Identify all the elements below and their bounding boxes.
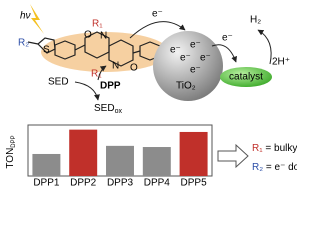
r2-label: R₂ <box>18 38 29 49</box>
r1-top: R₁ <box>92 19 103 30</box>
electron: e⁻ <box>190 65 201 76</box>
tio2-label: TiO₂ <box>176 81 196 92</box>
y-axis-label: TONDPP <box>5 135 17 168</box>
sed-arrow <box>74 81 100 101</box>
electron: e⁻ <box>170 45 181 56</box>
x-tick-label: DPP3 <box>107 178 134 189</box>
x-tick-label: DPP4 <box>144 178 171 189</box>
injection-arrow <box>129 21 186 39</box>
electron: e⁻ <box>190 40 201 51</box>
bar <box>142 147 171 176</box>
o-bottom: O <box>130 63 138 74</box>
light-label: hν <box>20 11 31 22</box>
catalyst <box>220 67 272 87</box>
r1-bottom: R₁ <box>91 69 102 80</box>
electron-arrow <box>97 65 107 81</box>
x-tick-label: DPP5 <box>181 178 208 189</box>
electron-top: e⁻ <box>152 9 163 20</box>
dpp-label: DPP <box>100 81 121 92</box>
x-tick-label: DPP2 <box>70 178 97 189</box>
transfer-arrow <box>211 44 237 63</box>
protons-label: 2H⁺ <box>272 57 290 68</box>
legend-r1: R₁ = bulky <box>252 143 297 154</box>
tio2-sphere <box>153 31 223 101</box>
molecule-glow <box>41 32 169 72</box>
x-tick-label: DPP1 <box>33 178 60 189</box>
electron-cat: e⁻ <box>222 33 233 44</box>
graphic-abstract: hν R₂ S R₁ N O N O R₁ DPP P SED SEDox e⁻… <box>5 4 297 189</box>
h2-arrow <box>257 29 272 65</box>
h2-label: H₂ <box>250 15 261 26</box>
bar <box>32 153 61 176</box>
result-arrow <box>217 143 249 169</box>
bar <box>106 145 134 176</box>
catalyst-label: catalyst <box>229 72 263 83</box>
bar <box>179 131 208 176</box>
o-top: O <box>84 30 92 41</box>
bar <box>69 129 98 176</box>
electron: e⁻ <box>200 53 211 64</box>
s-label: S <box>43 45 50 56</box>
legend-r2: R₂ = e⁻ donating <box>252 162 297 173</box>
sed-ox-label: SEDox <box>94 103 122 115</box>
n-top: N <box>100 31 107 42</box>
electron: e⁻ <box>180 53 191 64</box>
lightning <box>30 4 44 34</box>
sed-label: SED <box>48 77 69 88</box>
n-bottom: N <box>112 61 119 72</box>
